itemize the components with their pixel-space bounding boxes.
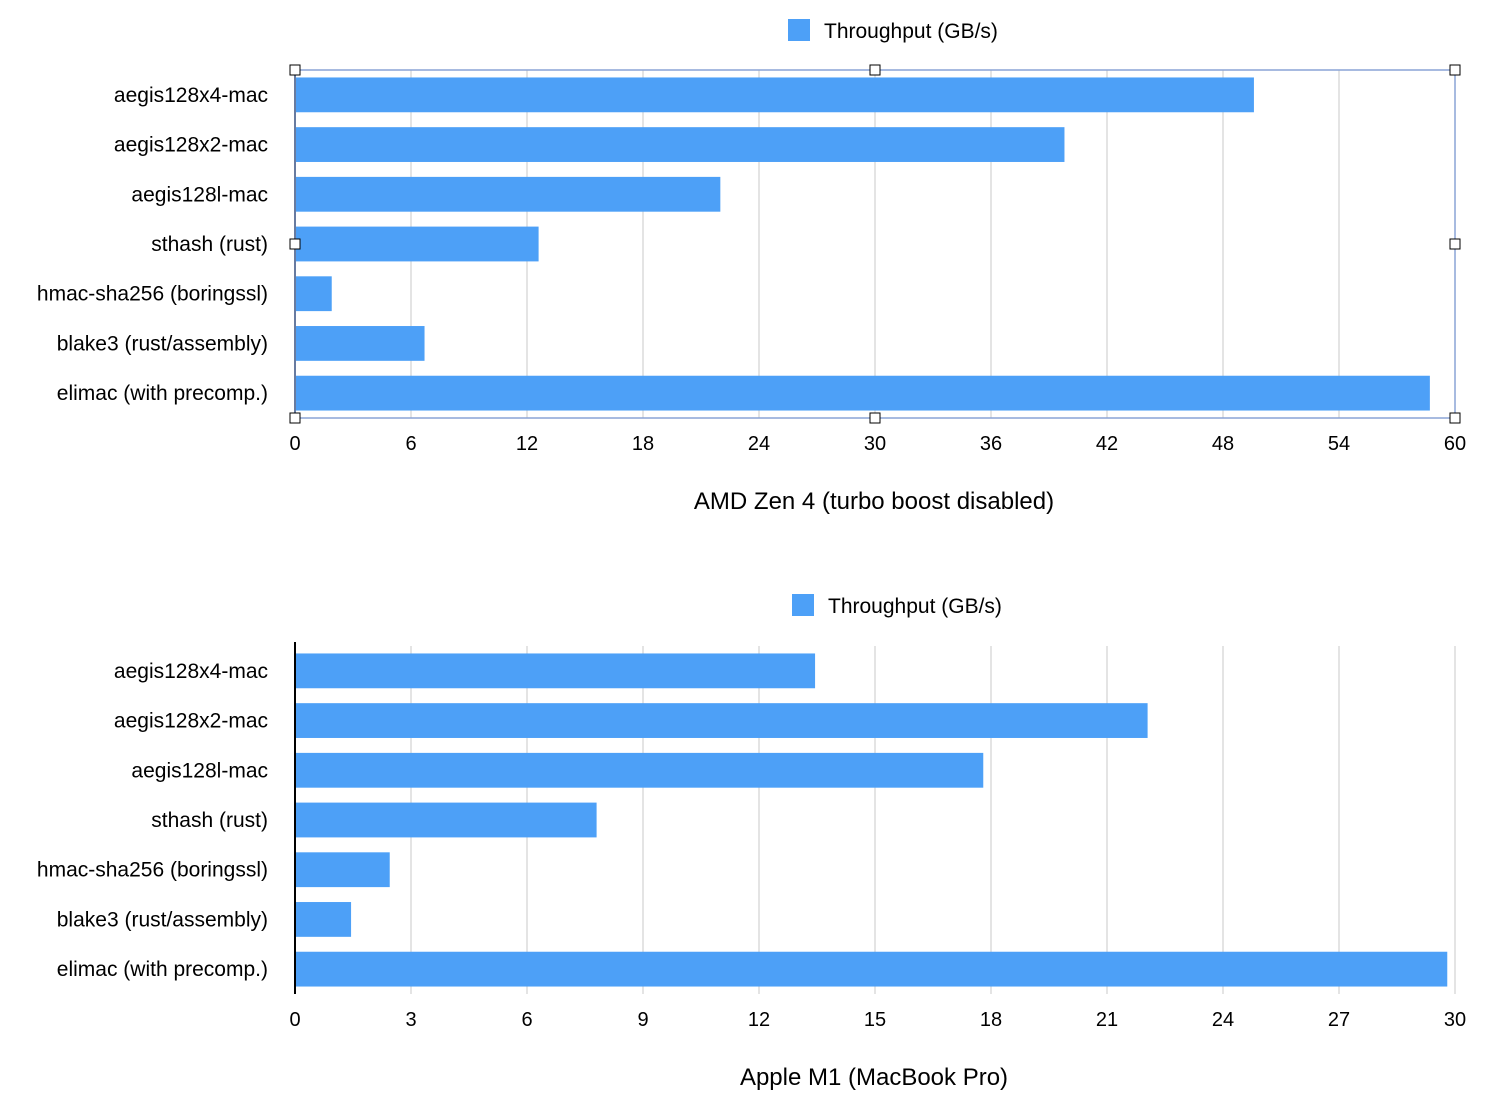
category-label: elimac (with precomp.) xyxy=(57,958,268,981)
legend-swatch xyxy=(792,594,814,616)
tick-label: 18 xyxy=(632,433,654,455)
tick-label: 24 xyxy=(1212,1009,1234,1031)
legend-swatch xyxy=(788,19,810,41)
gridlines xyxy=(410,70,1456,418)
tick-label: 0 xyxy=(289,1009,300,1031)
bar xyxy=(295,176,721,212)
tick-label: 3 xyxy=(405,1009,416,1031)
bar xyxy=(295,326,425,361)
tick-label: 27 xyxy=(1328,1009,1350,1031)
tick-label: 6 xyxy=(521,1009,532,1031)
category-label: sthash (rust) xyxy=(151,809,268,832)
chart-title: Apple M1 (MacBook Pro) xyxy=(740,1064,1008,1091)
tick-label: 12 xyxy=(748,1009,770,1031)
chart-title: AMD Zen 4 (turbo boost disabled) xyxy=(694,488,1054,515)
tick-label: 15 xyxy=(864,1009,886,1031)
resize-handle[interactable] xyxy=(1449,64,1461,76)
category-label: blake3 (rust/assembly) xyxy=(57,332,268,355)
bar xyxy=(295,703,1148,738)
category-label: aegis128x4-mac xyxy=(114,84,268,107)
tick-label: 30 xyxy=(1444,1009,1466,1031)
tick-label: 48 xyxy=(1212,433,1234,455)
bar xyxy=(295,653,816,689)
tick-label: 36 xyxy=(980,433,1002,455)
resize-handle[interactable] xyxy=(289,64,301,76)
category-label: blake3 (rust/assembly) xyxy=(57,908,268,931)
category-label: aegis128l-mac xyxy=(131,183,268,206)
bar xyxy=(295,127,1065,162)
bar xyxy=(295,226,539,262)
category-label: hmac-sha256 (boringssl) xyxy=(37,859,268,882)
bar xyxy=(295,951,1448,987)
category-label: hmac-sha256 (boringssl) xyxy=(37,283,268,306)
bar xyxy=(295,375,1430,411)
resize-handle[interactable] xyxy=(869,412,881,424)
category-label: aegis128x4-mac xyxy=(114,660,268,683)
bar xyxy=(295,752,984,788)
category-labels: aegis128x4-mac aegis128x2-mac aegis128l-… xyxy=(37,84,268,405)
tick-label: 21 xyxy=(1096,1009,1118,1031)
resize-handle[interactable] xyxy=(1449,238,1461,250)
tick-label: 42 xyxy=(1096,433,1118,455)
tick-label: 12 xyxy=(516,433,538,455)
category-label: sthash (rust) xyxy=(151,233,268,256)
tick-label: 30 xyxy=(864,433,886,455)
legend: Throughput (GB/s) xyxy=(788,19,998,43)
bar xyxy=(295,902,352,937)
resize-handle[interactable] xyxy=(289,412,301,424)
bar xyxy=(295,77,1254,113)
category-label: elimac (with precomp.) xyxy=(57,382,268,405)
bar xyxy=(295,852,390,888)
tick-label: 9 xyxy=(637,1009,648,1031)
tick-label: 54 xyxy=(1328,433,1350,455)
bar xyxy=(295,802,597,838)
chart-apple-m1[interactable]: Throughput (GB/s) aegis128x4-mac aegis12… xyxy=(37,594,1466,1091)
selection-frame[interactable] xyxy=(289,64,1461,424)
tick-label: 60 xyxy=(1444,433,1466,455)
resize-handle[interactable] xyxy=(289,238,301,250)
category-label: aegis128x2-mac xyxy=(114,134,268,157)
tick-labels: 0 3 6 9 12 15 18 21 24 27 30 xyxy=(289,1009,1466,1031)
legend-label: Throughput (GB/s) xyxy=(824,20,998,43)
tick-labels: 0 6 12 18 24 30 36 42 48 54 60 xyxy=(289,433,1466,455)
tick-label: 0 xyxy=(289,433,300,455)
legend: Throughput (GB/s) xyxy=(792,594,1002,618)
category-label: aegis128x2-mac xyxy=(114,710,268,733)
category-labels: aegis128x4-mac aegis128x2-mac aegis128l-… xyxy=(37,660,268,981)
bars xyxy=(295,77,1430,411)
bar xyxy=(295,276,332,312)
legend-label: Throughput (GB/s) xyxy=(828,595,1002,618)
resize-handle[interactable] xyxy=(869,64,881,76)
chart-amd-zen4[interactable]: Throughput (GB/s) aegis128x4-mac aegis12… xyxy=(37,19,1466,515)
tick-label: 18 xyxy=(980,1009,1002,1031)
bars xyxy=(295,653,1448,987)
tick-label: 24 xyxy=(748,433,770,455)
resize-handle[interactable] xyxy=(1449,412,1461,424)
category-label: aegis128l-mac xyxy=(131,759,268,782)
tick-label: 6 xyxy=(405,433,416,455)
